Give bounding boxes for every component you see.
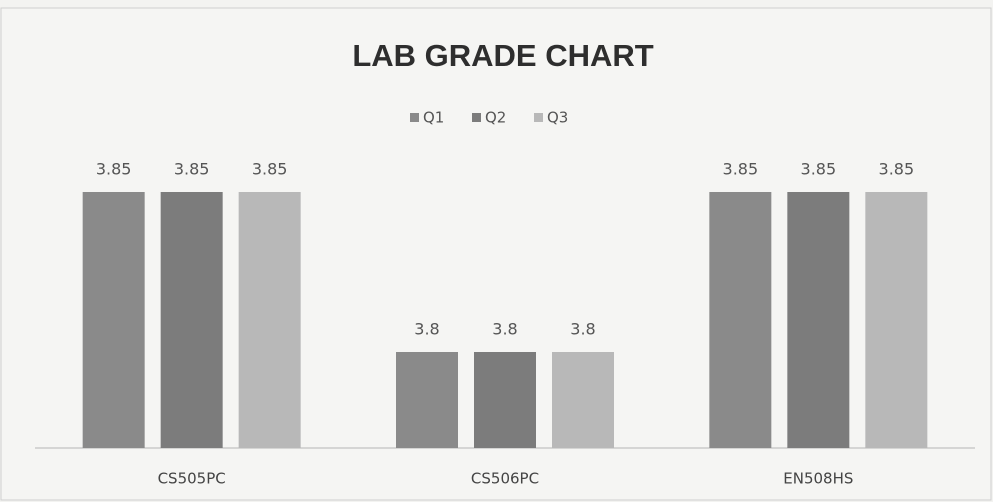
- legend-label: Q3: [547, 109, 568, 127]
- bar: [238, 192, 301, 448]
- chart-title: LAB GRADE CHART: [352, 38, 653, 73]
- x-tick-label: CS505PC: [158, 470, 226, 488]
- data-label: 3.85: [174, 160, 210, 179]
- bar: [787, 192, 850, 448]
- legend-swatch: [472, 113, 481, 122]
- data-label: 3.8: [570, 320, 595, 339]
- bar: [396, 352, 458, 448]
- bar: [474, 352, 536, 448]
- legend-label: Q1: [423, 109, 444, 127]
- data-label: 3.8: [492, 320, 517, 339]
- bar: [709, 192, 772, 448]
- data-label: 3.85: [252, 160, 288, 179]
- data-label: 3.85: [879, 160, 915, 179]
- legend-swatch: [534, 113, 543, 122]
- data-label: 3.85: [723, 160, 759, 179]
- data-label: 3.85: [801, 160, 837, 179]
- bar: [160, 192, 223, 448]
- legend-swatch: [410, 113, 419, 122]
- bar: [552, 352, 614, 448]
- bar: [865, 192, 928, 448]
- data-label: 3.8: [414, 320, 439, 339]
- legend-label: Q2: [485, 109, 506, 127]
- bar: [82, 192, 145, 448]
- x-tick-label: CS506PC: [471, 470, 539, 488]
- x-tick-label: EN508HS: [783, 470, 853, 488]
- data-label: 3.85: [96, 160, 132, 179]
